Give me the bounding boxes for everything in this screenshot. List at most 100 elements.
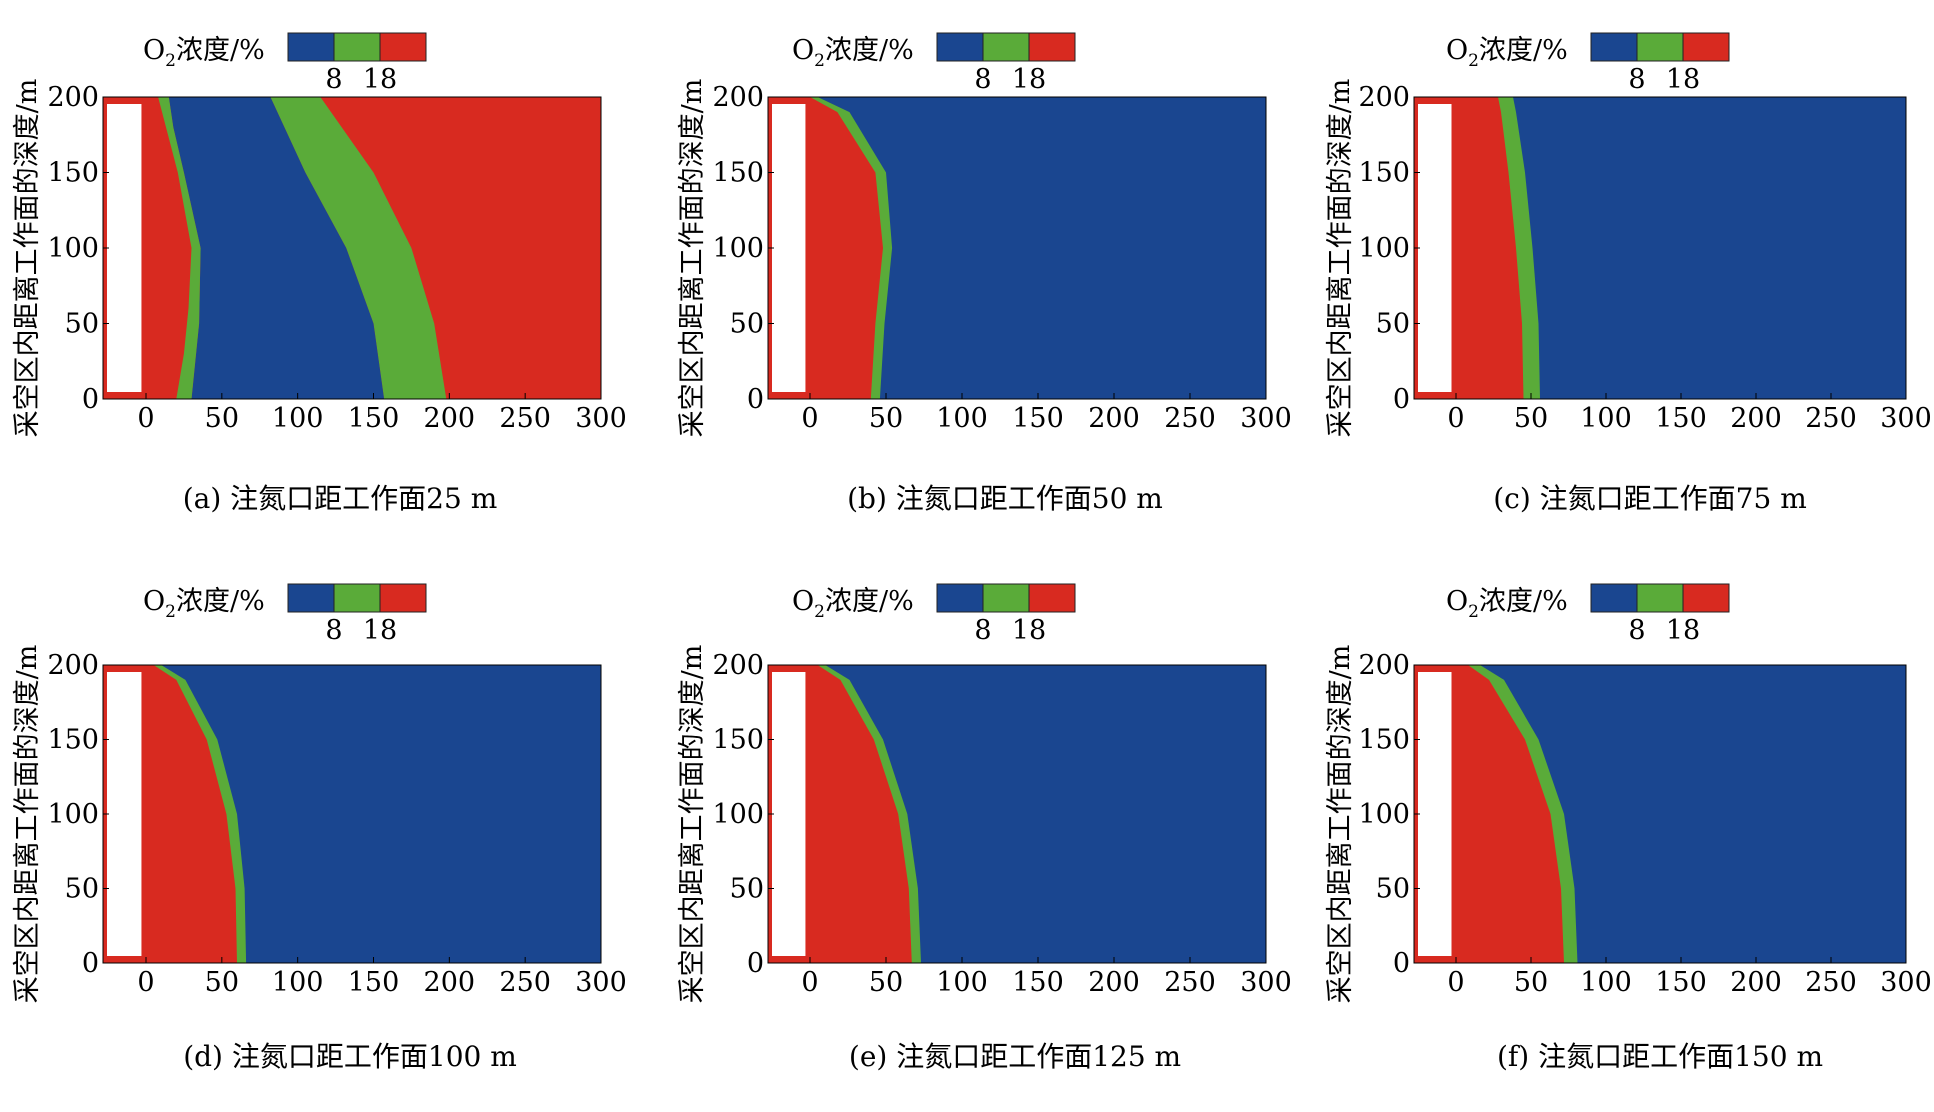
x-tick-label: 200 (424, 967, 476, 998)
x-tick-label: 50 (205, 967, 239, 998)
y-tick-label: 150 (47, 725, 99, 756)
x-tick-label: 0 (801, 403, 818, 434)
legend-title: O2浓度/% (143, 35, 265, 71)
y-axis-label: 采空区内距离工作面的深度/m (677, 79, 708, 438)
legend-title: O2浓度/% (1446, 586, 1568, 622)
plot-area (103, 97, 601, 399)
x-tick-label: 0 (801, 967, 818, 998)
region-low-o2 (168, 97, 385, 399)
x-tick-label: 300 (575, 967, 627, 998)
x-tick-label: 300 (1240, 403, 1292, 434)
legend-tick-8: 8 (325, 615, 342, 646)
legend-tick-18: 18 (363, 615, 397, 646)
y-tick-label: 100 (1358, 799, 1410, 830)
legend-tick-8: 8 (974, 615, 991, 646)
y-tick-label: 50 (1376, 874, 1410, 905)
legend-swatch (936, 32, 984, 62)
legend-swatch (1682, 32, 1730, 62)
y-tick-label: 100 (47, 233, 99, 264)
legend-tick-8: 8 (1628, 615, 1645, 646)
x-tick-label: 150 (1012, 403, 1064, 434)
x-tick-label: 0 (1447, 967, 1464, 998)
legend-swatch (1682, 583, 1730, 613)
x-tick-label: 300 (1880, 967, 1932, 998)
x-tick-label: 150 (348, 967, 400, 998)
region-mid-o2-inner (158, 97, 201, 399)
y-tick-label: 150 (712, 158, 764, 189)
working-face-wall (1418, 672, 1452, 956)
working-face-wall (772, 104, 806, 392)
x-tick-label: 150 (348, 403, 400, 434)
chart-panel-e: 0 50 100 150 200 250 300050100150200采空区内距离工作面的… (677, 583, 1292, 1073)
y-tick-label: 100 (712, 799, 764, 830)
x-tick-label: 50 (869, 403, 903, 434)
plot-area (103, 665, 601, 963)
x-tick-label: 50 (1514, 967, 1548, 998)
legend-tick-18: 18 (1012, 615, 1046, 646)
plot-area (768, 665, 1266, 963)
x-tick-label: 250 (1805, 967, 1857, 998)
legend: O2浓度/% 8 18 (143, 583, 427, 646)
y-tick-label: 100 (712, 233, 764, 264)
y-axis-label: 采空区内距离工作面的深度/m (677, 645, 708, 1004)
legend-swatch (379, 583, 427, 613)
legend: O2浓度/% 8 18 (792, 32, 1076, 95)
legend-title: O2浓度/% (1446, 35, 1568, 71)
legend-swatch (936, 583, 984, 613)
panel-caption: (a) 注氮口距工作面25 m (183, 482, 498, 515)
legend-swatch (1590, 32, 1638, 62)
panel-caption: (f) 注氮口距工作面150 m (1497, 1040, 1823, 1073)
x-tick-label: 0 (137, 403, 154, 434)
x-tick-label: 100 (272, 967, 324, 998)
x-tick-label: 150 (1012, 967, 1064, 998)
y-tick-label: 200 (1358, 650, 1410, 681)
y-tick-label: 0 (747, 384, 764, 415)
y-tick-label: 200 (47, 650, 99, 681)
x-tick-label: 50 (1514, 403, 1548, 434)
plot-area (1414, 665, 1906, 963)
x-tick-label: 0 (1447, 403, 1464, 434)
y-tick-label: 0 (747, 948, 764, 979)
x-tick-label: 150 (1655, 967, 1707, 998)
x-tick-label: 250 (499, 967, 551, 998)
x-tick-label: 250 (499, 403, 551, 434)
panel-caption: (e) 注氮口距工作面125 m (849, 1040, 1181, 1073)
y-tick-label: 150 (712, 725, 764, 756)
x-tick-label: 250 (1164, 967, 1216, 998)
x-tick-label: 200 (424, 403, 476, 434)
x-tick-label: 250 (1164, 403, 1216, 434)
region-mid-o2-outer (270, 97, 447, 399)
y-tick-label: 150 (47, 158, 99, 189)
chart-panel-d: 0 50 100 150 200 250 300050100150200采空区内距离工作面的… (12, 583, 627, 1073)
x-tick-label: 200 (1088, 403, 1140, 434)
y-tick-label: 0 (82, 948, 99, 979)
legend-tick-8: 8 (1628, 64, 1645, 95)
plot-area (768, 97, 1266, 399)
panel-caption: (c) 注氮口距工作面75 m (1493, 482, 1807, 515)
legend-swatch (333, 32, 381, 62)
y-tick-label: 0 (82, 384, 99, 415)
x-tick-label: 50 (869, 967, 903, 998)
legend-tick-18: 18 (1666, 615, 1700, 646)
y-tick-label: 50 (65, 309, 99, 340)
legend-swatch (1590, 583, 1638, 613)
legend-tick-18: 18 (363, 64, 397, 95)
chart-panel-c: 0 50 100 150 200 250 300050100150200采空区内距离工作面的… (1325, 32, 1932, 515)
legend-title: O2浓度/% (143, 586, 265, 622)
legend-swatch (982, 583, 1030, 613)
x-tick-label: 100 (1580, 403, 1632, 434)
x-tick-label: 150 (1655, 403, 1707, 434)
y-tick-label: 200 (1358, 82, 1410, 113)
legend-swatch (1636, 32, 1684, 62)
chart-panel-a: 0 50 100 150 200 250 300050100150200采空区内距离工作面的… (12, 32, 627, 515)
working-face-wall (107, 104, 142, 392)
x-tick-label: 50 (205, 403, 239, 434)
legend-tick-8: 8 (325, 64, 342, 95)
legend-swatch (1028, 32, 1076, 62)
plot-area (1414, 97, 1906, 399)
y-tick-label: 50 (730, 309, 764, 340)
x-tick-label: 200 (1730, 967, 1782, 998)
legend-swatch (982, 32, 1030, 62)
y-tick-label: 100 (47, 799, 99, 830)
